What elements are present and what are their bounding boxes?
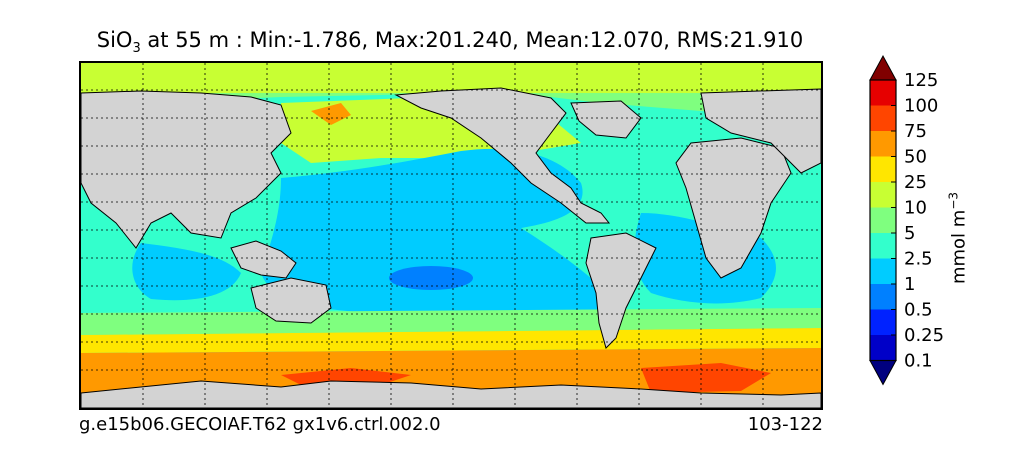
australia	[250, 277, 332, 324]
colorbar-tick-label: 5	[904, 223, 915, 244]
colorbar-swatch	[870, 335, 896, 361]
greenland	[570, 100, 642, 139]
colorbar-swatch	[870, 309, 896, 335]
europe	[700, 88, 821, 174]
land-masses	[81, 87, 821, 408]
colorbar-swatch	[870, 258, 896, 284]
colorbar-swatch	[870, 207, 896, 233]
pacific-minimum	[389, 266, 473, 290]
weddell-sea-patch	[641, 363, 771, 393]
south-america	[585, 232, 657, 349]
unit-exponent: −3	[946, 191, 961, 210]
colorbar-tick-label: 100	[904, 96, 938, 117]
colorbar: 0.1 0.25 0.5 1 2.5 5 10 25 50 75 100 125	[869, 54, 944, 386]
colorbar-swatch	[870, 156, 896, 182]
colorbar-tick-label: 125	[904, 70, 938, 91]
maritime-continent	[230, 240, 297, 279]
north-america	[394, 87, 611, 224]
pacific-low-region	[261, 148, 621, 317]
map-grid	[81, 63, 821, 408]
arctic-band	[81, 63, 821, 93]
colorbar-tick-label: 2.5	[904, 249, 933, 270]
colorbar-tick-label: 0.5	[904, 300, 933, 321]
colorbar-swatch	[870, 182, 896, 208]
title-subscript: 3	[132, 41, 141, 57]
colorbar-tick-label: 50	[904, 147, 927, 168]
colorbar-tick-label: 75	[904, 121, 927, 142]
ross-sea-patch	[281, 368, 411, 385]
unit-base: mmol m	[948, 209, 970, 285]
map-svg	[81, 63, 821, 408]
colorbar-tick-label: 25	[904, 172, 927, 193]
antarctica	[81, 380, 821, 408]
eurasia	[81, 90, 292, 249]
colorbar-swatch	[870, 80, 896, 106]
okhotsk-patch	[311, 103, 351, 125]
colorbar-unit-label: mmol m−3	[947, 192, 970, 284]
colorbar-extend-min	[869, 360, 897, 386]
colorbar-tick-label: 0.1	[904, 351, 933, 372]
colorbar-outline	[869, 79, 897, 362]
colorbar-tick-label: 1	[904, 274, 915, 295]
colorbar-swatch	[870, 284, 896, 310]
case-name-label: g.e15b06.GECOIAF.T62 gx1v6.ctrl.002.0	[79, 414, 441, 435]
title-stats: at 55 m : Min:-1.786, Max:201.240, Mean:…	[140, 28, 804, 52]
chart-title: SiO3 at 55 m : Min:-1.786, Max:201.240, …	[0, 28, 900, 56]
indian-low-region	[132, 243, 241, 301]
years-label: 103-122	[747, 414, 823, 435]
colorbar-tick-label: 10	[904, 198, 927, 219]
colorbar-tick-label: 0.25	[904, 325, 944, 346]
title-variable: SiO	[96, 28, 133, 52]
colorbar-extend-max	[869, 54, 897, 81]
colorbar-swatch	[870, 233, 896, 259]
colorbar-swatch	[870, 131, 896, 157]
subpolar-north-band	[81, 91, 821, 118]
colorbar-swatch	[870, 105, 896, 131]
southern-band-25-50	[81, 328, 821, 353]
global-map	[79, 61, 823, 410]
